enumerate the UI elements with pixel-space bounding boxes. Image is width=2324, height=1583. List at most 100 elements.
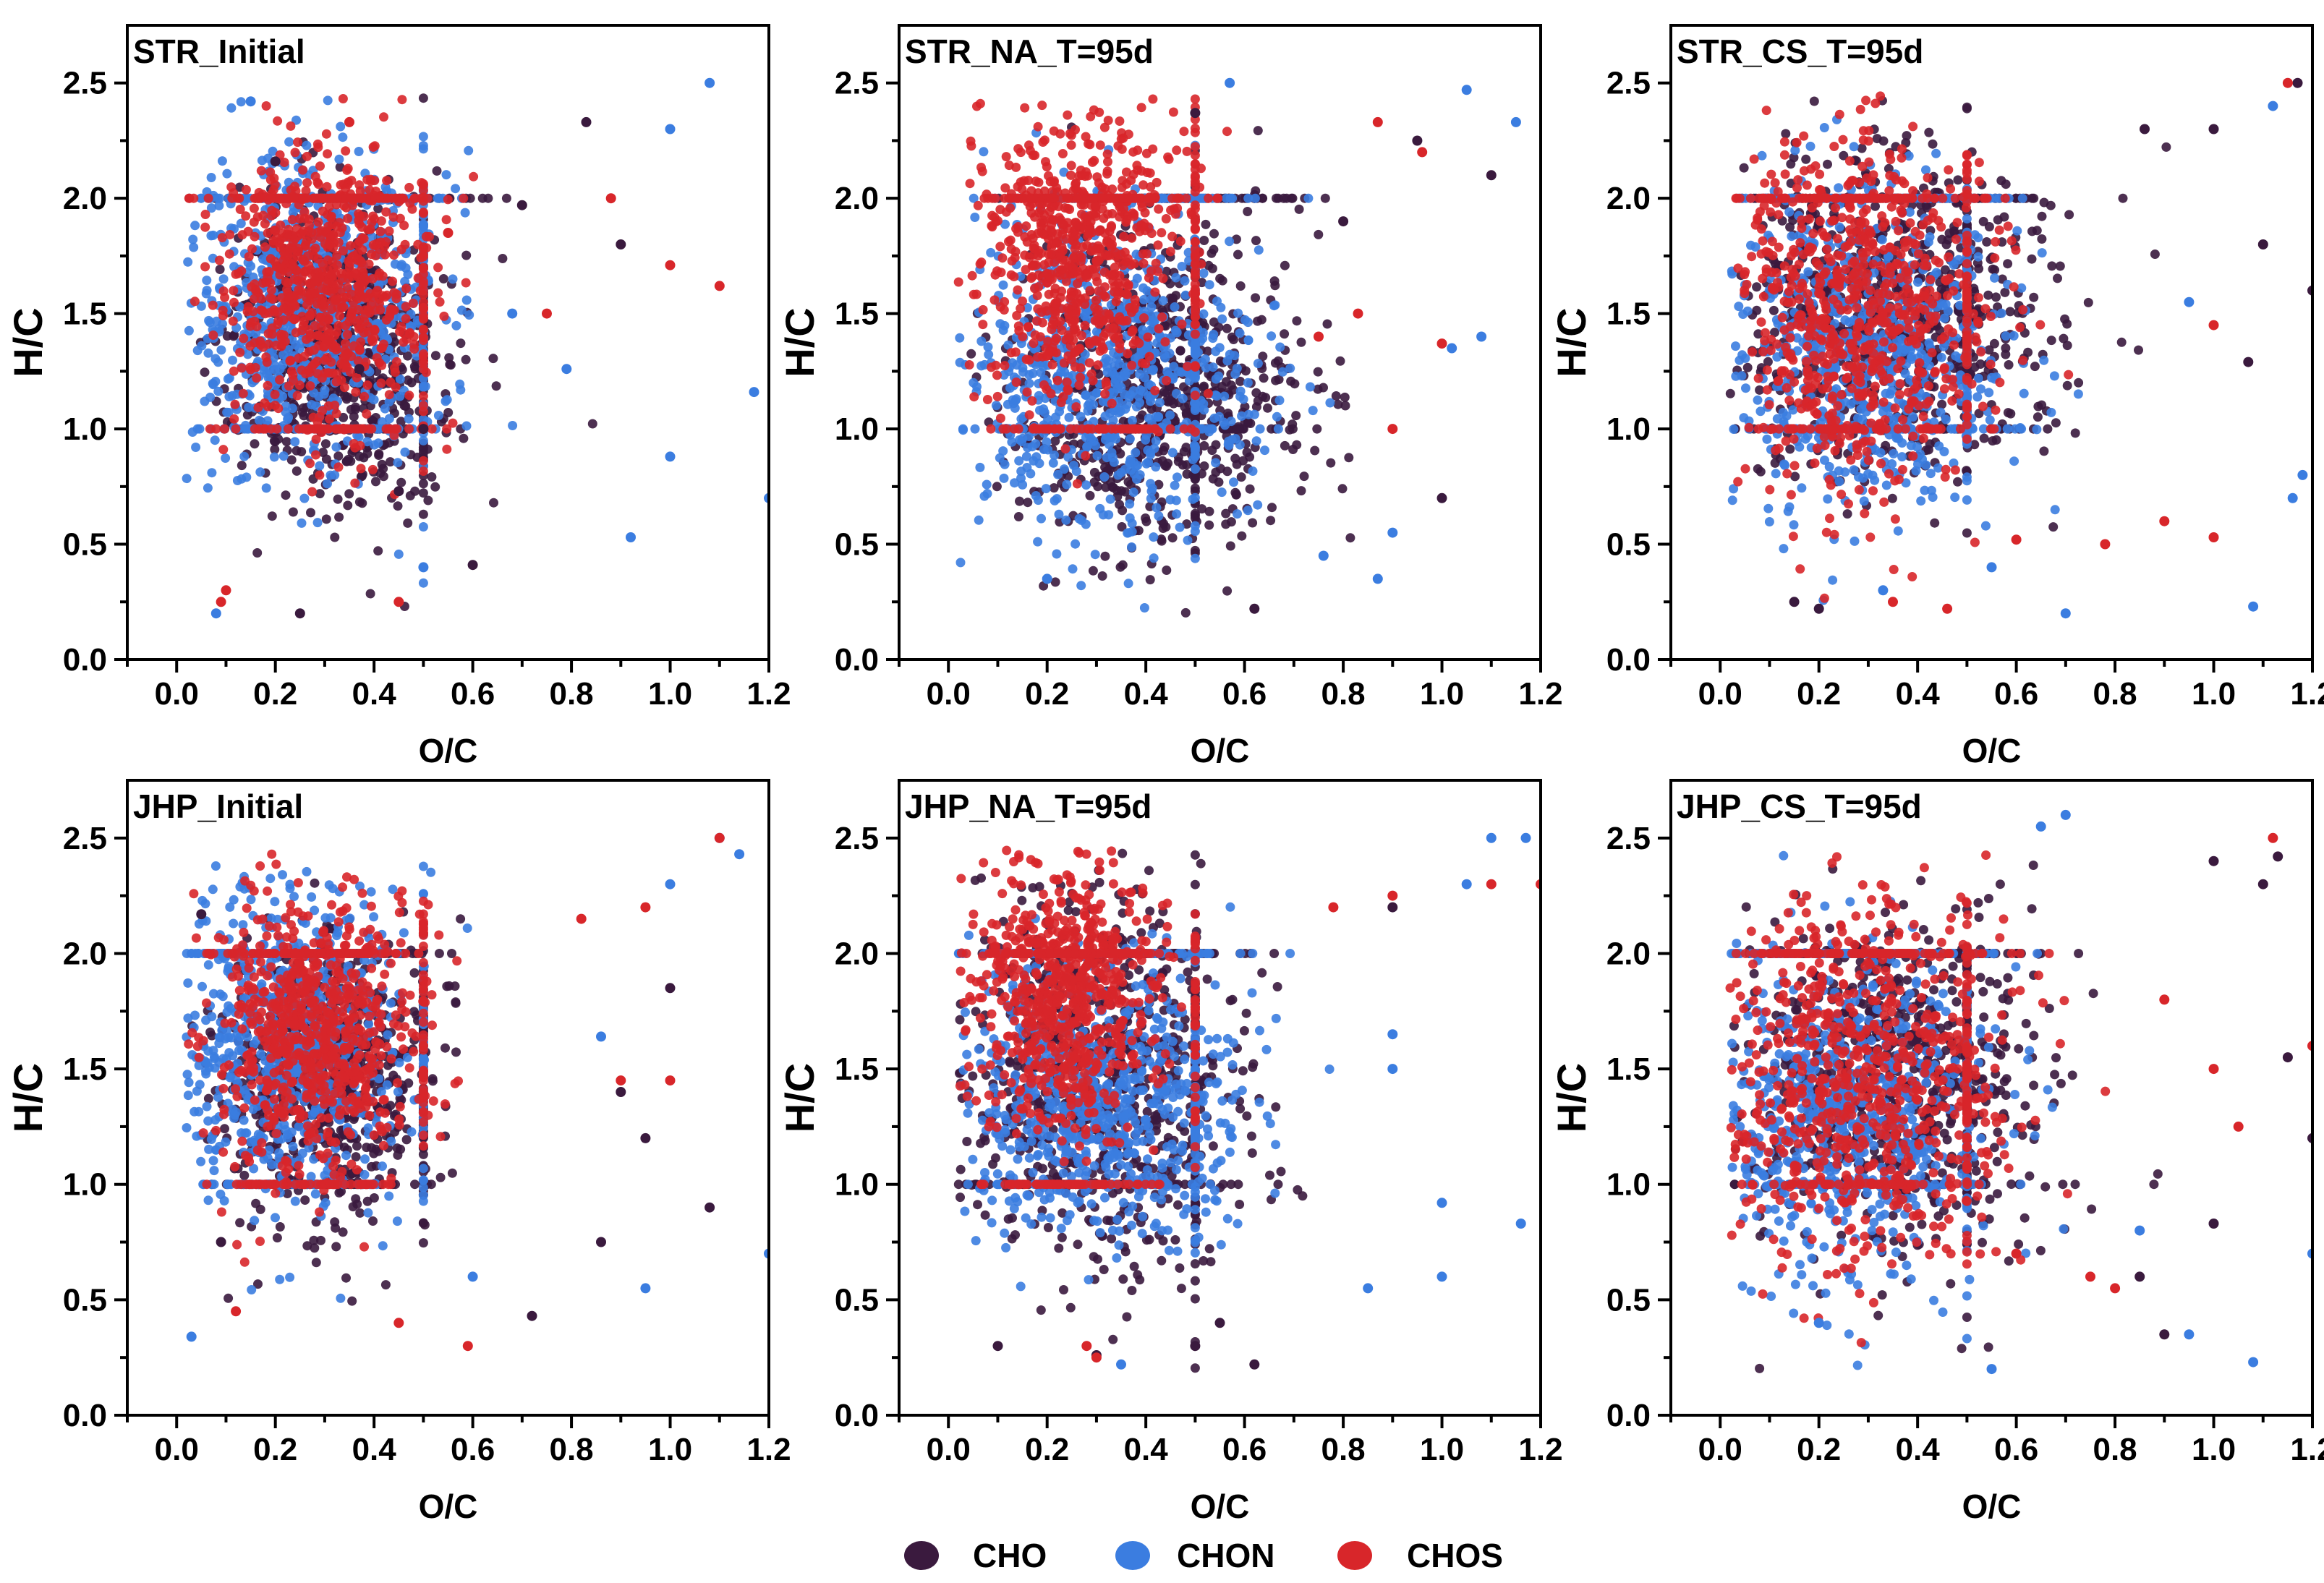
cloud-point-cho (1340, 392, 1350, 402)
cloud-point-chos (1013, 144, 1023, 154)
cloud-point-chos (305, 367, 315, 377)
cloud-point-chos (391, 357, 401, 367)
cloud-point-cho (297, 447, 307, 457)
cloud-point-chos (1127, 233, 1137, 243)
cloud-point-chos (376, 216, 386, 226)
cloud-point-chon (1152, 503, 1162, 513)
cloud-point-cho (346, 456, 356, 466)
cloud-point-cho (1214, 477, 1224, 487)
cloud-point-chon (1229, 477, 1238, 487)
cloud-point-chos (268, 236, 278, 246)
cloud-point-chos (1190, 224, 1200, 234)
cloud-point-chos (287, 215, 297, 225)
cloud-point-chon (196, 193, 206, 203)
cloud-point-chon (1076, 411, 1086, 422)
cloud-point-chon (955, 558, 966, 568)
cloud-point-chon (189, 242, 199, 252)
cloud-point-chon (213, 386, 224, 396)
cloud-point-chos (359, 391, 370, 401)
cloud-point-chon (1178, 393, 1188, 404)
cloud-point-chos (279, 158, 289, 167)
cloud-point-chos (299, 213, 310, 223)
cloud-point-chon (1168, 372, 1178, 383)
cloud-point-chon (226, 103, 237, 113)
cloud-point-cho (587, 419, 597, 429)
cloud-point-cho (1118, 560, 1128, 570)
cloud-point-chon (1132, 474, 1141, 485)
cloud-point-cho (1214, 322, 1224, 332)
cloud-point-chos (1143, 332, 1153, 342)
y-tick-label: 1.5 (63, 296, 107, 332)
cloud-point-chon (210, 354, 221, 364)
cloud-point-chos (1127, 360, 1137, 370)
cloud-point-chos (276, 329, 286, 339)
cloud-point-chon (1158, 296, 1168, 306)
cloud-point-chon (1154, 511, 1164, 521)
cloud-point-cho (1167, 533, 1178, 543)
cloud-point-cho (966, 349, 976, 359)
cloud-point-chos (289, 299, 299, 310)
cloud-point-chos (1004, 193, 1014, 203)
cloud-point-chon (1207, 424, 1217, 434)
cloud-point-cho (291, 466, 302, 476)
cloud-point-chon (291, 115, 301, 125)
cloud-point-chos (325, 414, 334, 424)
cloud-point-cho (1263, 403, 1272, 413)
cloud-point-chos (1158, 273, 1168, 283)
cloud-point-chos (1190, 150, 1200, 161)
cloud-point-cho (1280, 260, 1290, 270)
cloud-point-cho (1201, 219, 1211, 229)
cloud-point-cho (1222, 323, 1232, 333)
cloud-point-chos (1081, 451, 1091, 461)
cloud-point-chos (190, 296, 200, 307)
cloud-point-chon (1037, 513, 1046, 524)
cloud-point-chon (1260, 445, 1269, 456)
cloud-point-chon (1109, 388, 1119, 398)
cloud-point-cho (339, 412, 349, 422)
cloud-point-chos (237, 363, 247, 373)
cloud-point-cho (351, 402, 360, 412)
cloud-point-chon (1211, 458, 1221, 468)
cloud-point-cho (396, 417, 406, 427)
cloud-point-chon (1081, 390, 1091, 400)
cloud-point-chos (272, 424, 282, 434)
cloud-point-cho (1115, 449, 1125, 458)
cloud-point-cho (378, 472, 388, 482)
cloud-point-cho (333, 451, 344, 461)
cloud-point-chos (347, 200, 357, 210)
cloud-point-chon (1233, 509, 1242, 519)
cloud-point-chon (397, 260, 407, 270)
cloud-point-cho (1291, 411, 1301, 421)
cloud-point-chos (357, 245, 367, 255)
cloud-point-chon (1209, 413, 1220, 423)
cloud-point-chon (1180, 276, 1190, 286)
cloud-point-chon (1008, 395, 1018, 405)
cloud-point-chon (1198, 328, 1208, 338)
cloud-point-chos (1093, 360, 1103, 370)
cloud-point-chos (1000, 183, 1010, 193)
cloud-point-chos (219, 424, 229, 434)
cloud-point-chos (315, 424, 325, 434)
cloud-point-chon (1188, 455, 1198, 464)
cloud-point-chos (289, 193, 299, 203)
cloud-point-chon (202, 276, 212, 286)
cloud-point-chos (1002, 424, 1011, 434)
cloud-point-cho (1050, 577, 1060, 587)
cloud-point-cho (299, 411, 309, 421)
cloud-point-cho (1266, 516, 1276, 526)
cloud-point-chos (284, 292, 294, 302)
cloud-point-chos (375, 226, 386, 236)
cloud-point-chos (966, 141, 976, 151)
point-chon (245, 96, 256, 107)
cloud-point-chos (341, 184, 350, 194)
cloud-point-chon (1124, 393, 1134, 402)
cloud-point-cho (1118, 505, 1128, 516)
cloud-point-chos (1039, 380, 1049, 390)
point-cho (294, 608, 305, 619)
cloud-point-chos (235, 347, 245, 357)
cloud-point-cho (443, 408, 454, 417)
cloud-point-chon (1024, 370, 1034, 380)
cloud-point-cho (270, 445, 280, 454)
cloud-point-cho (1312, 424, 1322, 434)
y-tick-label: 0.0 (63, 642, 107, 678)
